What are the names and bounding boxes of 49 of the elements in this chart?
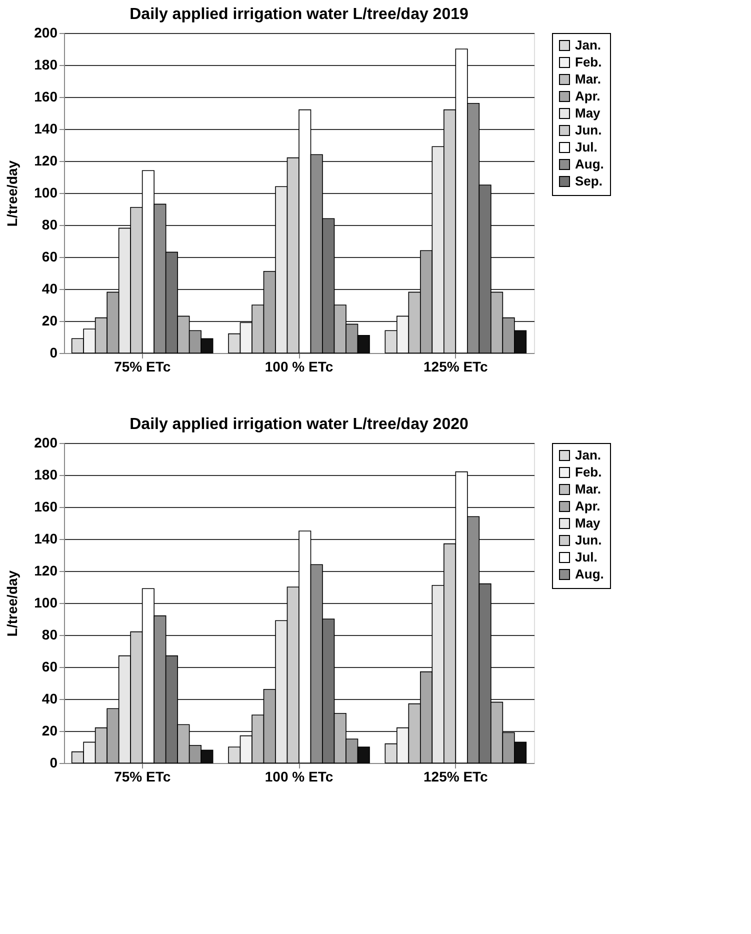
y-tick-label: 60 (42, 248, 58, 264)
y-tick-label: 200 (34, 24, 58, 40)
y-tick-label: 180 (34, 56, 58, 72)
y-tick-label: 100 (34, 594, 58, 610)
y-tick-label: 200 (34, 434, 58, 450)
legend-label: Jun. (575, 532, 602, 548)
y-axis-title: L/tree/day (4, 160, 20, 227)
legend-label: Aug. (575, 156, 604, 172)
legend-label: May (575, 106, 602, 120)
x-tick-label: 100 % ETc (264, 358, 334, 374)
y-tick-label: 40 (42, 690, 58, 706)
y-tick-label: 180 (34, 466, 58, 482)
y-tick-label: 140 (34, 530, 58, 546)
y-tick-label: 60 (42, 658, 58, 674)
y-tick-label: 120 (34, 562, 58, 578)
y-axis-title: L/tree/day (4, 570, 20, 637)
legend-label: Apr. (575, 88, 600, 104)
x-tick-label: 125% ETc (423, 358, 488, 374)
chart-title: Daily applied irrigation water L/tree/day 2019 (130, 6, 468, 23)
y-tick-label: 20 (42, 312, 58, 328)
legend-label: Jan. (575, 448, 602, 462)
chart-title: Daily applied irrigation water L/tree/day 2020 (130, 416, 468, 433)
y-tick-label: 80 (42, 626, 58, 642)
y-tick-label: 160 (34, 88, 58, 104)
legend-label: Aug. (575, 566, 604, 582)
y-tick-label: 100 (34, 184, 58, 200)
x-tick-label: 75% ETc (114, 358, 171, 374)
legend-label: Jan. (575, 38, 602, 52)
y-tick-label: 20 (42, 722, 58, 738)
y-tick-label: 160 (34, 498, 58, 514)
legend-label: Jun. (575, 122, 602, 138)
legend-label: Jul. (575, 140, 598, 154)
y-tick-label: 120 (34, 152, 58, 168)
legend-label: Jul. (575, 550, 598, 564)
x-tick-label: 125% ETc (423, 768, 488, 784)
x-tick-label: 100 % ETc (264, 768, 334, 784)
legend-label: Feb. (575, 464, 602, 480)
y-tick-label: 40 (42, 280, 58, 296)
legend-label: Mar. (575, 72, 602, 86)
y-tick-label: 0 (50, 754, 58, 770)
legend-label: Apr. (575, 498, 600, 514)
legend-label: Feb. (575, 54, 602, 70)
y-tick-label: 0 (50, 344, 58, 360)
legend-label: Sep. (575, 174, 602, 188)
legend-label: Mar. (575, 482, 602, 496)
y-tick-label: 80 (42, 216, 58, 232)
x-tick-label: 75% ETc (114, 768, 171, 784)
legend-label: May (575, 516, 602, 530)
y-tick-label: 140 (34, 120, 58, 136)
